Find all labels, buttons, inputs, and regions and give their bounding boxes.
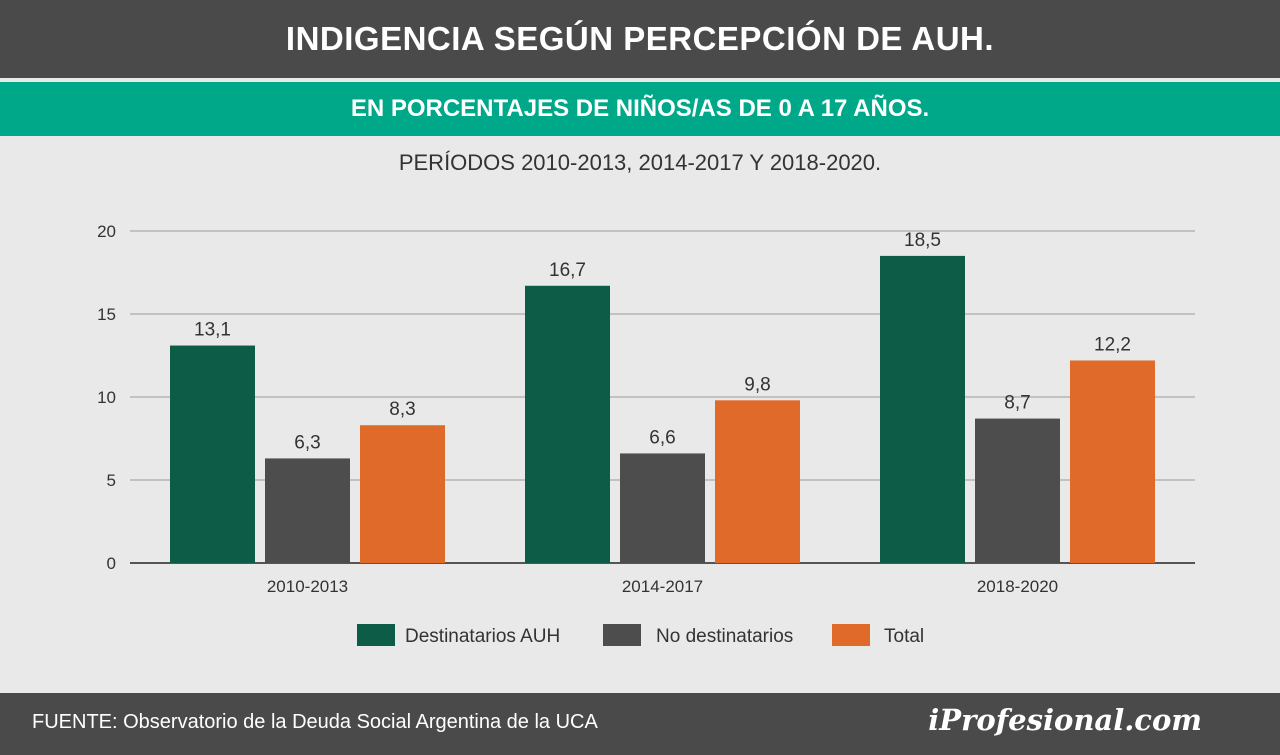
legend-swatch (603, 624, 641, 646)
chart-subtitle: EN PORCENTAJES DE NIÑOS/AS DE 0 A 17 AÑO… (350, 95, 930, 122)
data-label: 8,3 (389, 399, 415, 420)
periods-label: PERÍODOS 2010-2013, 2014-2017 Y 2018-202… (398, 150, 882, 175)
bar (360, 425, 445, 563)
y-tick-label: 20 (97, 222, 116, 241)
legend-label: Total (884, 626, 924, 647)
x-tick-label: 2014-2017 (622, 577, 703, 596)
y-tick-label: 10 (97, 388, 116, 407)
bar-chart: 0 5 10 15 20 13,1 6,3 8,3 2010-2013 16,7 6,6 9,8 201… (97, 222, 1195, 647)
x-tick-label: 2010-2013 (267, 577, 348, 596)
bar (620, 453, 705, 563)
bar (880, 255, 965, 563)
bar (1070, 360, 1155, 563)
data-label: 6,3 (294, 432, 320, 453)
y-tick-label: 5 (107, 471, 116, 490)
bar (975, 418, 1060, 563)
data-label: 6,6 (649, 427, 675, 448)
y-tick-label: 15 (97, 305, 116, 324)
bar (265, 458, 350, 563)
x-tick-label: 2018-2020 (977, 577, 1058, 596)
legend-label: No destinatarios (656, 626, 793, 647)
source-text: FUENTE: Observatorio de la Deuda Social … (32, 711, 598, 733)
data-label: 8,7 (1004, 393, 1030, 414)
y-tick-label: 0 (107, 554, 116, 573)
header-bar: INDIGENCIA SEGÚN PERCEPCIÓN DE AUH. (0, 0, 1280, 78)
brand-logo: iProfesional.com (928, 703, 1202, 737)
bar (525, 285, 610, 563)
legend-swatch (832, 624, 870, 646)
bar (715, 400, 800, 563)
legend-swatch (357, 624, 395, 646)
bar (170, 345, 255, 563)
subheader-bar: EN PORCENTAJES DE NIÑOS/AS DE 0 A 17 AÑO… (0, 82, 1280, 136)
data-label: 16,7 (549, 260, 586, 281)
data-label: 18,5 (904, 230, 941, 251)
data-label: 13,1 (194, 320, 231, 341)
data-label: 9,8 (744, 374, 770, 395)
legend-label: Destinatarios AUH (405, 626, 560, 647)
footer-bar: FUENTE: Observatorio de la Deuda Social … (0, 693, 1280, 755)
chart-title: INDIGENCIA SEGÚN PERCEPCIÓN DE AUH. (285, 20, 995, 57)
data-label: 12,2 (1094, 334, 1131, 355)
